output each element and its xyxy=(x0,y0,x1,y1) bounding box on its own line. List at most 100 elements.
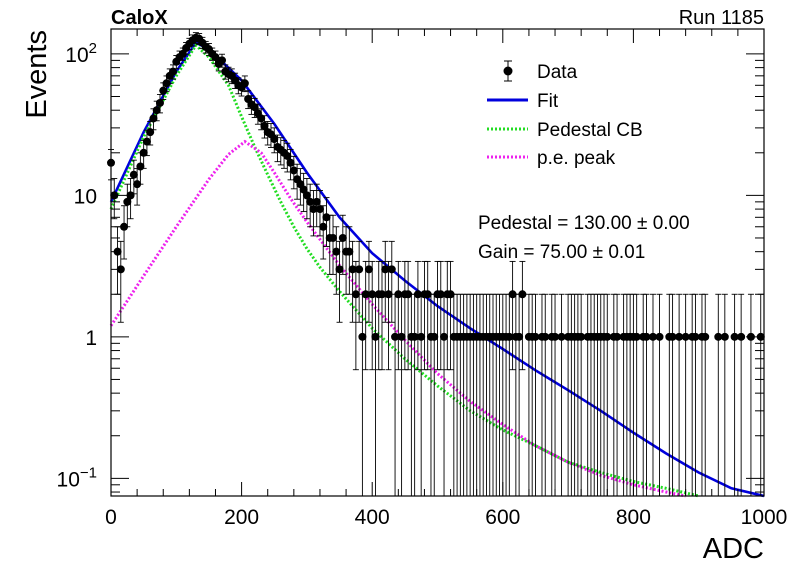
data-marker xyxy=(338,233,347,242)
data-point xyxy=(613,293,622,496)
data-marker xyxy=(655,332,664,341)
data-point xyxy=(446,260,455,371)
data-marker xyxy=(286,158,295,167)
data-marker xyxy=(146,128,155,137)
data-marker xyxy=(319,222,328,231)
data-point xyxy=(413,260,422,371)
data-marker xyxy=(159,86,168,95)
data-marker xyxy=(289,166,298,175)
data-point xyxy=(361,260,370,371)
data-point xyxy=(123,183,132,228)
data-marker xyxy=(116,265,125,274)
data-marker xyxy=(551,332,560,341)
x-axis-title: ADC xyxy=(703,533,764,565)
data-point xyxy=(368,260,377,371)
data-marker xyxy=(737,332,746,341)
data-point xyxy=(541,293,550,496)
data-marker xyxy=(152,106,161,115)
legend-label: Fit xyxy=(537,91,559,112)
data-point xyxy=(283,142,292,173)
data-marker xyxy=(283,151,292,160)
data-point xyxy=(384,260,393,371)
data-marker xyxy=(260,121,269,130)
y-tick-exponent: 2 xyxy=(89,40,97,57)
data-point xyxy=(423,260,432,371)
data-marker xyxy=(603,332,612,341)
data-marker xyxy=(681,332,690,341)
data-marker xyxy=(348,265,357,274)
data-marker xyxy=(211,53,220,62)
data-point xyxy=(668,293,677,496)
data-point xyxy=(312,183,321,228)
data-point xyxy=(551,293,560,496)
data-point xyxy=(691,293,700,496)
data-marker xyxy=(557,332,566,341)
data-marker xyxy=(397,332,406,341)
data-point xyxy=(289,155,298,190)
data-marker xyxy=(368,290,377,299)
data-marker xyxy=(136,162,145,171)
x-tick-label: 0 xyxy=(105,506,117,529)
data-point xyxy=(518,260,527,371)
data-point xyxy=(302,178,311,220)
data-marker xyxy=(577,332,586,341)
data-marker xyxy=(306,197,315,206)
data-point xyxy=(508,260,517,371)
x-tick-label: 1000 xyxy=(741,506,788,529)
data-marker xyxy=(302,191,311,200)
data-point xyxy=(377,260,386,371)
data-marker xyxy=(384,290,393,299)
y-tick-base: 10 xyxy=(65,44,88,67)
data-point xyxy=(169,64,178,80)
data-marker xyxy=(391,332,400,341)
data-point xyxy=(436,260,445,371)
y-axis-title: Events xyxy=(21,30,53,119)
data-marker xyxy=(410,332,419,341)
data-point xyxy=(351,260,360,371)
data-point xyxy=(162,75,171,93)
data-marker xyxy=(417,332,426,341)
data-point xyxy=(642,293,651,496)
data-marker xyxy=(361,290,370,299)
data-marker xyxy=(139,148,148,157)
data-point xyxy=(720,293,729,496)
data-marker xyxy=(730,332,739,341)
data-marker xyxy=(423,290,432,299)
y-tick-label: 10−1 xyxy=(57,464,97,491)
data-point xyxy=(701,293,710,496)
data-point xyxy=(655,293,664,496)
legend-entry-fit: Fit xyxy=(487,91,559,112)
data-marker xyxy=(345,247,354,256)
data-point xyxy=(299,172,308,213)
data-point xyxy=(139,139,148,169)
data-point xyxy=(329,214,338,275)
data-marker xyxy=(120,222,129,231)
data-point xyxy=(632,293,641,496)
data-marker xyxy=(364,265,373,274)
y-tick-base: 1 xyxy=(85,327,97,350)
data-marker xyxy=(371,332,380,341)
data-marker xyxy=(155,98,164,107)
data-point xyxy=(309,190,318,237)
legend: Data Fit Pedestal CB p.e. peak xyxy=(487,60,643,169)
data-point xyxy=(531,293,540,496)
legend-entry-p-e-peak: p.e. peak xyxy=(487,148,616,169)
data-marker xyxy=(355,265,364,274)
data-point xyxy=(381,240,390,323)
data-point xyxy=(133,168,142,206)
data-point xyxy=(306,183,315,228)
data-marker xyxy=(642,332,651,341)
data-marker xyxy=(358,332,367,341)
data-marker xyxy=(129,170,138,179)
data-marker xyxy=(240,79,249,88)
data-marker xyxy=(329,233,338,242)
data-marker xyxy=(169,67,178,76)
data-marker xyxy=(178,49,187,58)
data-point xyxy=(120,205,129,260)
data-marker xyxy=(142,137,151,146)
run-label: Run 1185 xyxy=(679,7,764,29)
data-point xyxy=(286,148,295,181)
data-point xyxy=(404,260,413,371)
data-marker xyxy=(691,332,700,341)
